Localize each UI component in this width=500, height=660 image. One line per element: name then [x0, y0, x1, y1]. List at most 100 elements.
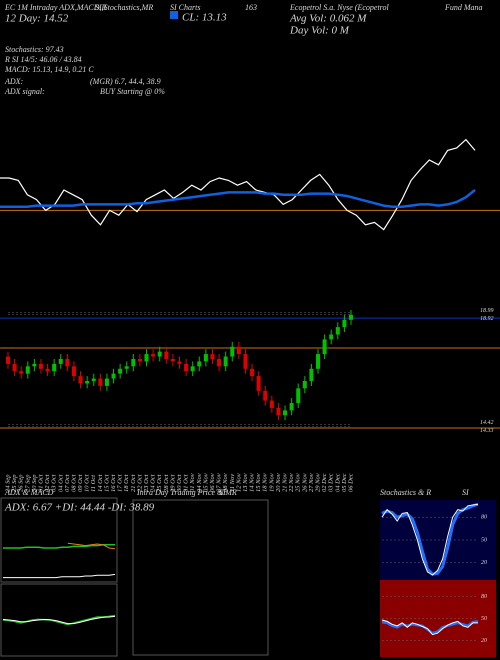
x-tick-label: 02 Oct	[44, 474, 51, 492]
panel-title: SI	[219, 488, 226, 497]
panel-title: Intra Day Trading Price & MR	[136, 488, 237, 497]
y-tick-label: 18.99	[480, 308, 494, 314]
series-line	[2, 615, 116, 625]
header-text: SI,Stochastics,MR	[95, 3, 153, 12]
candle-body	[45, 368, 50, 372]
header-text: BUY Starting @ 0%	[100, 87, 165, 96]
x-tick-label: 06 Nov	[209, 473, 216, 492]
x-tick-label: 30 Sep	[31, 474, 38, 493]
header-text: R SI 14/5: 46.06 / 43.84	[4, 55, 82, 64]
candle-body	[263, 390, 268, 401]
candle-body	[91, 378, 96, 382]
candle-body	[309, 368, 314, 382]
y-tick-label: 20	[481, 638, 487, 644]
header-text: EC 1M Intraday ADX,MACD,R	[4, 3, 107, 12]
x-tick-label: 22 Oct	[136, 474, 143, 492]
header-text: CL: 13.13	[182, 12, 227, 24]
panel-frame	[0, 497, 118, 583]
series-line	[67, 542, 116, 550]
x-tick-label: 04 Nov	[196, 473, 203, 492]
series-line	[381, 503, 479, 576]
x-tick-label: 29 Oct	[169, 474, 176, 492]
candle-body	[32, 363, 37, 367]
series-line	[3, 573, 116, 579]
x-tick-label: 01 Nov	[189, 473, 196, 492]
header-text: Fund Mana	[444, 3, 483, 12]
x-tick-label: 28 Oct	[163, 474, 170, 492]
candle-body	[111, 373, 116, 379]
candle-body	[98, 378, 103, 386]
candle-body	[6, 356, 10, 364]
candle-body	[19, 371, 24, 374]
x-tick-label: 03 Oct	[51, 474, 58, 492]
icon	[170, 11, 178, 19]
panel-title: SI	[462, 488, 469, 497]
x-tick-label: 03 Dec	[328, 473, 335, 492]
series-line	[3, 544, 115, 549]
candle-body	[203, 354, 208, 362]
candle-body	[349, 314, 353, 320]
panel-title: Stochastics & R	[380, 488, 431, 497]
candle-body	[52, 363, 57, 372]
series-line	[0, 189, 476, 209]
x-tick-label: 02 Dec	[321, 473, 328, 492]
x-tick-label: 08 Nov	[222, 473, 229, 492]
y-tick-label: 80	[481, 515, 487, 521]
x-tick-label: 24 Oct	[150, 474, 157, 492]
candle-body	[137, 358, 142, 362]
candle-body	[58, 358, 63, 364]
y-tick-label: 80	[481, 594, 487, 600]
header-text: Stochastics: 97.43	[5, 45, 64, 54]
x-tick-label: 20 Nov	[275, 473, 282, 492]
y-tick-label: 18.92	[480, 316, 494, 322]
candle-body	[342, 319, 347, 328]
x-tick-label: 04 Oct	[57, 474, 64, 492]
candle-body	[335, 327, 340, 335]
x-tick-label: 25 Sep	[11, 474, 18, 492]
candle-body	[177, 361, 182, 364]
candle-body	[157, 351, 162, 357]
candle-body	[230, 346, 235, 357]
x-tick-label: 05 Dec	[341, 473, 348, 492]
panel-title: ADX & MACD	[4, 488, 54, 497]
y-tick-label: 50	[481, 616, 487, 622]
candle-body	[78, 376, 83, 384]
panel-frame	[132, 499, 269, 656]
y-tick-label: 50	[481, 537, 487, 543]
candle-body	[210, 354, 215, 359]
candle-body	[289, 403, 294, 411]
header-text: 163	[245, 3, 257, 12]
x-tick-label: 15 Oct	[103, 474, 110, 492]
candle-body	[85, 381, 90, 384]
candle-body	[236, 346, 241, 355]
x-tick-label: 13 Nov	[242, 473, 249, 492]
x-tick-label: 26 Sep	[18, 474, 25, 492]
candle-body	[283, 410, 288, 416]
header-text: MACD: 15.13, 14.9, 0.21 C	[4, 65, 94, 74]
x-tick-label: 15 Nov	[255, 473, 262, 492]
candle-body	[322, 339, 327, 355]
candle-body	[329, 334, 334, 340]
x-tick-label: 09 Oct	[77, 474, 84, 492]
x-tick-label: 06 Dec	[347, 473, 354, 492]
x-tick-label: 08 Oct	[70, 474, 77, 492]
x-tick-label: 18 Nov	[262, 473, 269, 492]
series-line	[2, 614, 116, 626]
x-tick-label: 27 Sep	[24, 474, 31, 492]
y-tick-label: 14.42	[480, 419, 494, 426]
candle-body	[250, 368, 255, 377]
candle-body	[71, 366, 76, 377]
x-tick-label: 17 Oct	[117, 474, 124, 492]
panel-subtitle: ADX: 6.67 +DI: 44.44 -DI: 38.89	[4, 502, 155, 514]
x-tick-label: 23 Oct	[143, 474, 150, 492]
candle-body	[217, 358, 222, 367]
header-text: ADX:	[4, 77, 24, 86]
header-text: 12 Day: 14.52	[5, 13, 69, 25]
candle-body	[223, 356, 228, 367]
x-tick-label: 22 Nov	[288, 473, 295, 492]
candle-body	[170, 358, 175, 362]
x-tick-label: 04 Dec	[334, 473, 341, 492]
x-tick-label: 30 Oct	[176, 474, 183, 493]
candle-body	[124, 366, 129, 369]
